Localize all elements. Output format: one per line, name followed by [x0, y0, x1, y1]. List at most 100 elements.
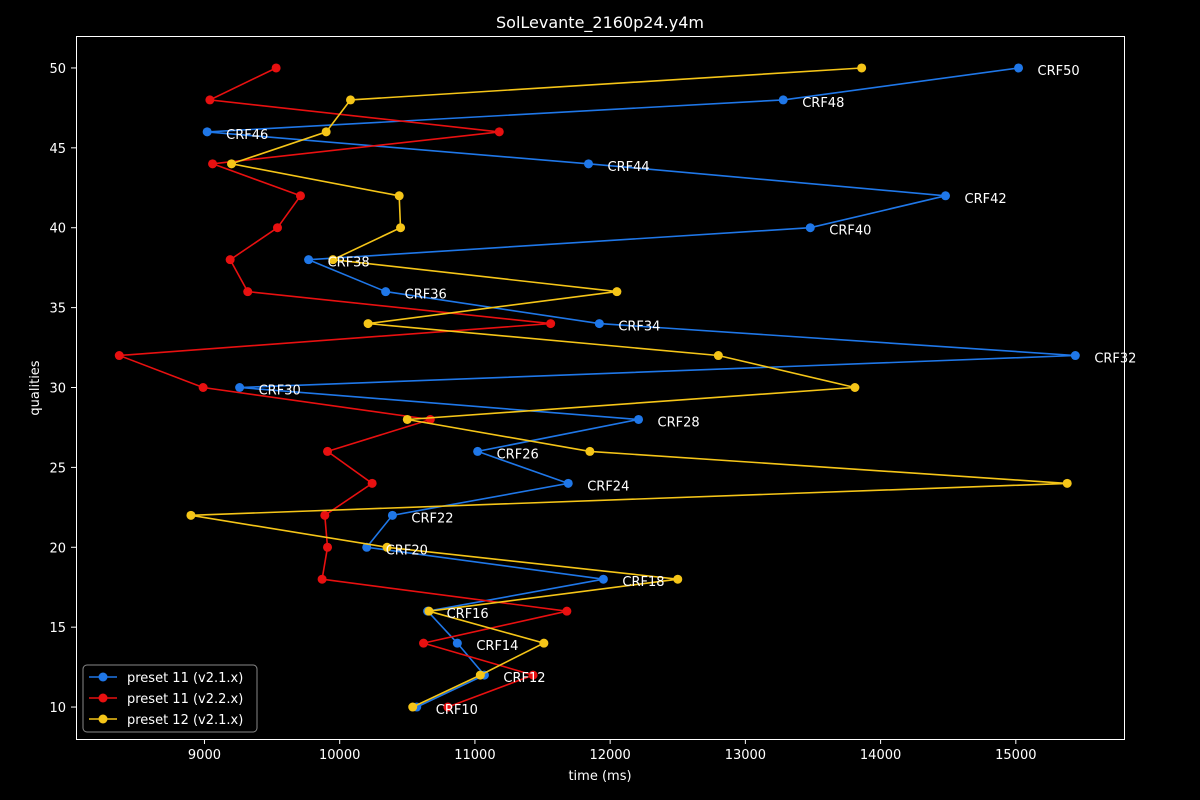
data-point	[227, 159, 237, 169]
data-point	[1014, 63, 1024, 73]
point-label: CRF40	[829, 224, 871, 239]
data-point	[363, 319, 373, 329]
data-point	[528, 670, 538, 680]
data-point	[394, 191, 404, 201]
data-point	[198, 383, 208, 392]
x-tick-label: 12000	[589, 748, 630, 763]
data-point	[328, 255, 338, 265]
point-label: CRF30	[259, 384, 301, 399]
data-point	[539, 638, 549, 648]
data-point	[857, 63, 867, 73]
data-point	[295, 191, 305, 201]
x-tick-label: 14000	[860, 748, 901, 763]
data-point	[408, 702, 418, 712]
legend-label: preset 11 (v2.1.x)	[127, 671, 243, 686]
data-point	[612, 287, 622, 297]
point-label: CRF28	[658, 415, 700, 430]
legend-label: preset 12 (v2.1.x)	[127, 713, 243, 728]
y-tick-label: 45	[49, 142, 66, 157]
data-point	[235, 383, 245, 392]
point-label: CRF50	[1038, 64, 1080, 79]
y-tick-label: 35	[49, 302, 66, 317]
y-tick-label: 25	[49, 461, 66, 476]
legend: preset 11 (v2.1.x) preset 11 (v2.2.x) pres…	[82, 664, 258, 733]
data-point	[272, 223, 282, 233]
x-tick-label: 10000	[319, 748, 360, 763]
plot-frame	[76, 36, 1125, 740]
point-label: CRF32	[1094, 352, 1136, 367]
data-point	[225, 255, 235, 265]
point-label: CRF20	[386, 543, 428, 558]
data-point	[778, 95, 788, 105]
series-3	[186, 63, 1072, 712]
series-layer	[114, 63, 1080, 712]
point-label: CRF42	[965, 192, 1007, 207]
data-point	[584, 159, 594, 169]
data-point	[443, 702, 453, 712]
x-tick-label: 13000	[725, 748, 766, 763]
data-point	[475, 670, 485, 680]
point-label: CRF46	[226, 128, 268, 143]
legend-marker	[98, 714, 108, 724]
y-tick-label: 30	[49, 382, 66, 397]
data-point	[1062, 478, 1072, 488]
data-point	[1070, 351, 1080, 361]
y-axis-label: qualities	[28, 360, 43, 415]
data-point	[323, 446, 333, 456]
x-tick-label: 11000	[454, 748, 495, 763]
x-axis-label: time (ms)	[568, 769, 631, 784]
point-label: CRF36	[405, 288, 447, 303]
point-label: CRF34	[618, 320, 660, 335]
data-point	[317, 574, 327, 584]
y-tick-label: 10	[49, 701, 66, 716]
data-point	[419, 638, 429, 648]
point-label: CRF26	[497, 447, 539, 462]
data-point	[850, 383, 860, 392]
y-axis: 10 15 20 25 30 35 40 45 50	[49, 62, 76, 716]
data-point	[382, 542, 392, 552]
data-point	[205, 95, 215, 105]
data-point	[186, 510, 196, 520]
point-label: CRF16	[447, 607, 489, 622]
data-point	[208, 159, 218, 169]
data-point	[346, 95, 356, 105]
data-point	[473, 446, 483, 456]
point-label: CRF48	[802, 96, 844, 111]
x-axis: 9000 10000 11000 12000 13000 14000 15000	[188, 739, 1036, 763]
data-point	[585, 446, 595, 456]
legend-label: preset 11 (v2.2.x)	[127, 692, 243, 707]
legend-item: preset 12 (v2.1.x)	[89, 713, 243, 728]
data-point	[243, 287, 253, 297]
data-point	[594, 319, 604, 329]
series-2	[114, 63, 572, 712]
point-label: CRF44	[608, 160, 650, 175]
point-label: CRF22	[411, 511, 453, 526]
chart-title: SolLevante_2160p24.y4m	[496, 13, 704, 33]
data-point	[634, 414, 644, 424]
point-labels-layer: CRF10 CRF12 CRF14 CRF16 CRF18 CRF20 CRF22 CRF24…	[226, 64, 1136, 718]
y-tick-label: 15	[49, 621, 66, 636]
data-point	[323, 542, 333, 552]
data-point	[805, 223, 815, 233]
data-point	[202, 127, 212, 137]
x-tick-label: 15000	[995, 748, 1036, 763]
data-point	[114, 351, 124, 361]
data-point	[941, 191, 951, 201]
data-point	[713, 351, 723, 361]
data-point	[546, 319, 556, 329]
point-label: CRF10	[436, 703, 478, 718]
data-point	[271, 63, 281, 73]
data-point	[563, 478, 573, 488]
y-tick-label: 50	[49, 62, 66, 77]
legend-item: preset 11 (v2.2.x)	[89, 692, 243, 707]
data-point	[321, 127, 331, 137]
data-point	[381, 287, 391, 297]
legend-item: preset 11 (v2.1.x)	[89, 671, 243, 686]
point-label: CRF24	[587, 479, 629, 494]
data-point	[396, 223, 406, 233]
data-point	[452, 638, 462, 648]
point-label: CRF18	[622, 575, 664, 590]
point-label: CRF38	[328, 256, 370, 271]
y-tick-label: 20	[49, 541, 66, 556]
